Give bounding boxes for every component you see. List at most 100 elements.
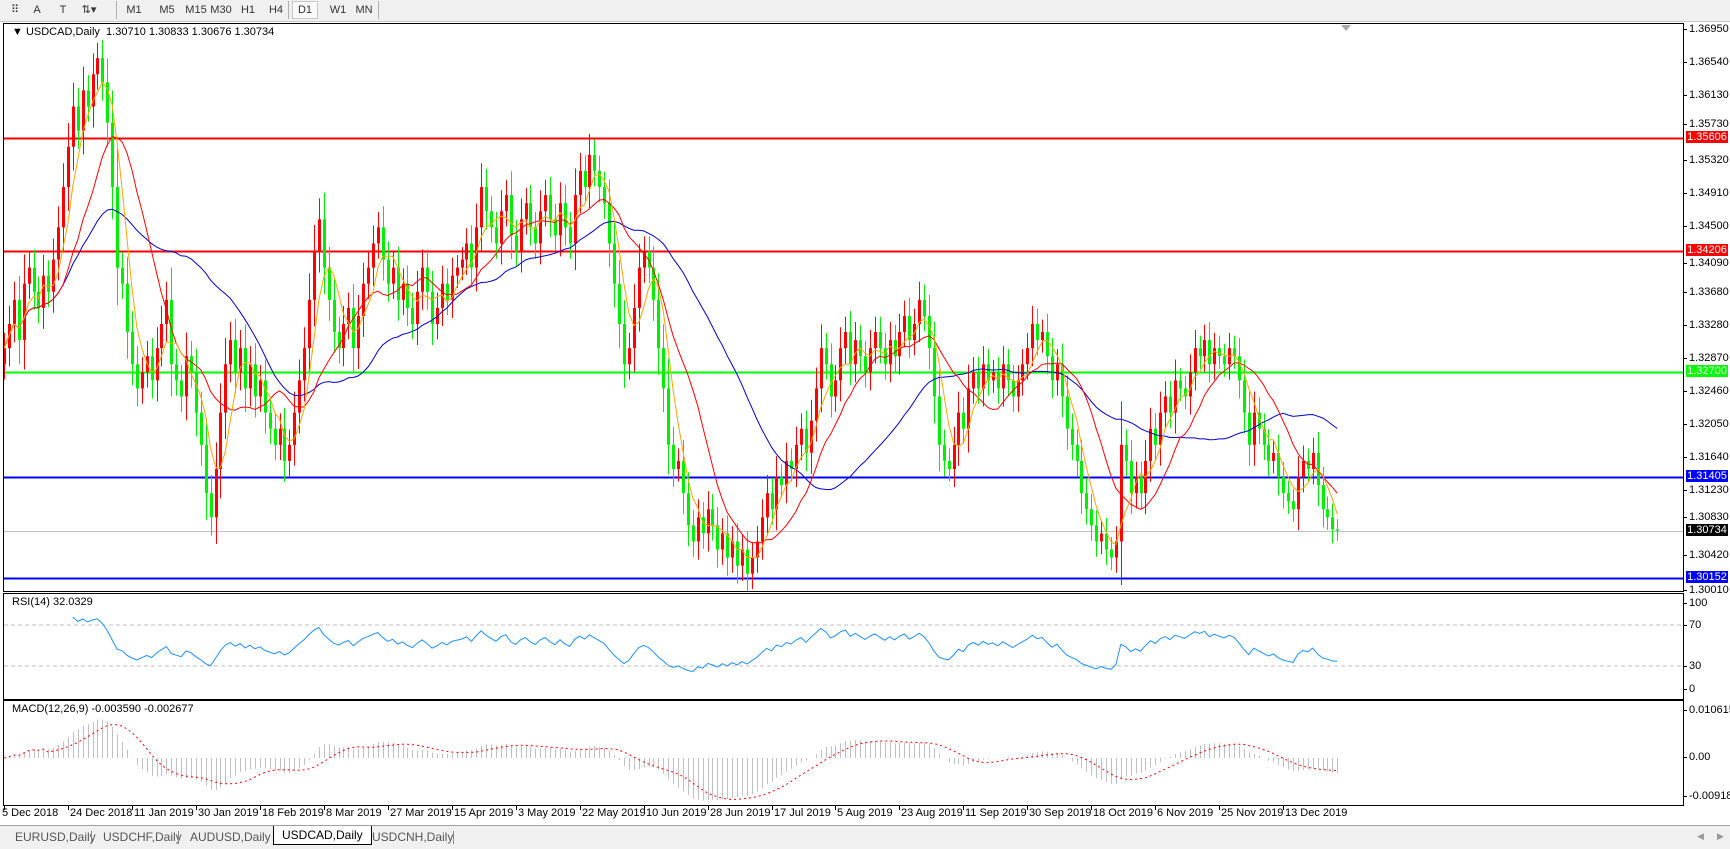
chart-shift-marker-icon[interactable] — [1341, 25, 1351, 31]
date-tick — [132, 805, 133, 810]
price-tick-label: 1.36540 — [1683, 56, 1729, 69]
candle — [200, 391, 203, 466]
candle — [1164, 381, 1167, 428]
candle — [633, 284, 636, 372]
candle — [318, 198, 321, 273]
date-tick — [580, 805, 581, 810]
candle — [677, 448, 680, 482]
candle — [1061, 343, 1064, 418]
date-tick — [644, 805, 645, 810]
candle — [657, 273, 660, 375]
candle — [1085, 477, 1088, 525]
date-label: 30 Jan 2019 — [198, 807, 259, 819]
macd-pane[interactable]: MACD(12,26,9) -0.003590 -0.002677 — [3, 700, 1684, 806]
candle — [1297, 456, 1300, 531]
candle — [352, 284, 355, 372]
candle — [810, 399, 813, 474]
price-level-tag: 1.30152 — [1686, 570, 1728, 583]
toolbar: ⠿ A T ⇅▾ M1 M5 M15 M30 H1 H4 D1 W1 MN — [0, 0, 1730, 22]
price-axis[interactable]: 1.36950 1.36540 1.36130 1.35730 1.35320 1.349… — [1682, 22, 1730, 806]
candle — [382, 206, 385, 281]
candle — [1031, 305, 1034, 367]
candle — [190, 340, 193, 388]
candle — [515, 220, 518, 267]
candle — [239, 330, 242, 391]
main-chart-pane[interactable]: ▼ USDCAD,Daily 1.30710 1.30833 1.30676 1… — [3, 23, 1684, 592]
candle — [711, 493, 714, 541]
candle — [908, 297, 911, 359]
candle — [1282, 461, 1285, 509]
candle — [830, 343, 833, 418]
candle — [1208, 321, 1211, 383]
scroll-left-icon[interactable]: ◀ — [1697, 831, 1704, 841]
price-level-tag: 1.34206 — [1686, 244, 1728, 257]
arrows-icon[interactable]: ⇅▾ — [81, 4, 97, 16]
timeframe-m15-button[interactable]: M15 — [185, 4, 207, 16]
candle — [180, 365, 183, 412]
candle — [362, 262, 365, 337]
candle — [569, 212, 572, 259]
rsi-pane[interactable]: RSI(14) 32.0329 — [3, 593, 1684, 700]
candle — [1071, 413, 1074, 461]
date-label: 18 Feb 2019 — [262, 807, 324, 819]
rsi-tick-label: 30 — [1682, 660, 1702, 672]
candle — [943, 429, 946, 477]
candle — [426, 249, 429, 310]
tab-usdcad-daily[interactable]: USDCAD,Daily — [273, 826, 372, 845]
chart-tabs: EURUSD,Daily USDCHF,Daily AUDUSD,Daily USDC… — [0, 825, 1730, 849]
candle — [672, 426, 675, 488]
chart-title: ▼ USDCAD,Daily 1.30710 1.30833 1.30676 1… — [12, 26, 274, 38]
collapse-triangle-icon[interactable]: ▼ — [12, 26, 23, 38]
candle — [751, 542, 754, 589]
text-icon[interactable]: A — [33, 4, 41, 16]
scroll-right-icon[interactable]: ▶ — [1717, 831, 1724, 841]
date-label: 30 Sep 2019 — [1029, 807, 1092, 819]
date-label: 5 Aug 2019 — [837, 807, 893, 819]
candle — [648, 236, 651, 283]
candle — [1041, 319, 1044, 353]
candle — [175, 348, 178, 396]
tab-usdcnh-daily[interactable]: USDCNH,Daily — [372, 830, 454, 844]
candle — [928, 295, 931, 370]
candle — [490, 195, 493, 243]
candle — [618, 259, 621, 348]
candle — [1012, 365, 1015, 412]
candle — [8, 305, 11, 367]
timeframe-m1-button[interactable]: M1 — [126, 4, 142, 16]
timeframe-m30-button[interactable]: M30 — [210, 4, 232, 16]
price-tick-label: 1.33680 — [1683, 286, 1729, 299]
grid-f-icon[interactable]: ⠿ — [10, 4, 20, 16]
price-tick-label: 1.36130 — [1683, 89, 1729, 102]
candle — [923, 284, 926, 332]
candle — [692, 510, 695, 557]
candle — [195, 348, 198, 437]
candle — [800, 413, 803, 461]
tab-eurusd-daily[interactable]: EURUSD,Daily — [15, 830, 96, 844]
candle — [269, 397, 272, 445]
timeframe-mn-button[interactable]: MN — [355, 4, 373, 16]
timeframe-h4-button[interactable]: H4 — [268, 4, 284, 16]
candle — [338, 316, 341, 364]
candle — [1002, 346, 1005, 407]
candle — [1115, 526, 1118, 573]
date-tick — [4, 805, 5, 810]
candle — [539, 190, 542, 265]
candle — [544, 179, 547, 227]
candle — [461, 247, 464, 281]
candle — [1302, 445, 1305, 493]
timeframe-m5-button[interactable]: M5 — [159, 4, 175, 16]
candle — [205, 418, 208, 520]
timeframe-w1-button[interactable]: W1 — [329, 4, 347, 16]
candle — [972, 357, 975, 404]
candle — [185, 332, 188, 421]
price-tick-label: 1.32460 — [1683, 384, 1729, 397]
candle — [1159, 391, 1162, 466]
timeframe-h1-button[interactable]: H1 — [240, 4, 256, 16]
timeframe-d1-button[interactable]: D1 — [292, 1, 318, 19]
text-label-icon[interactable]: T — [59, 4, 67, 16]
tab-audusd-daily[interactable]: AUDUSD,Daily — [190, 830, 271, 844]
candle — [731, 526, 734, 573]
tab-usdchf-daily[interactable]: USDCHF,Daily — [103, 830, 182, 844]
candle — [106, 58, 109, 147]
candle — [411, 292, 414, 340]
